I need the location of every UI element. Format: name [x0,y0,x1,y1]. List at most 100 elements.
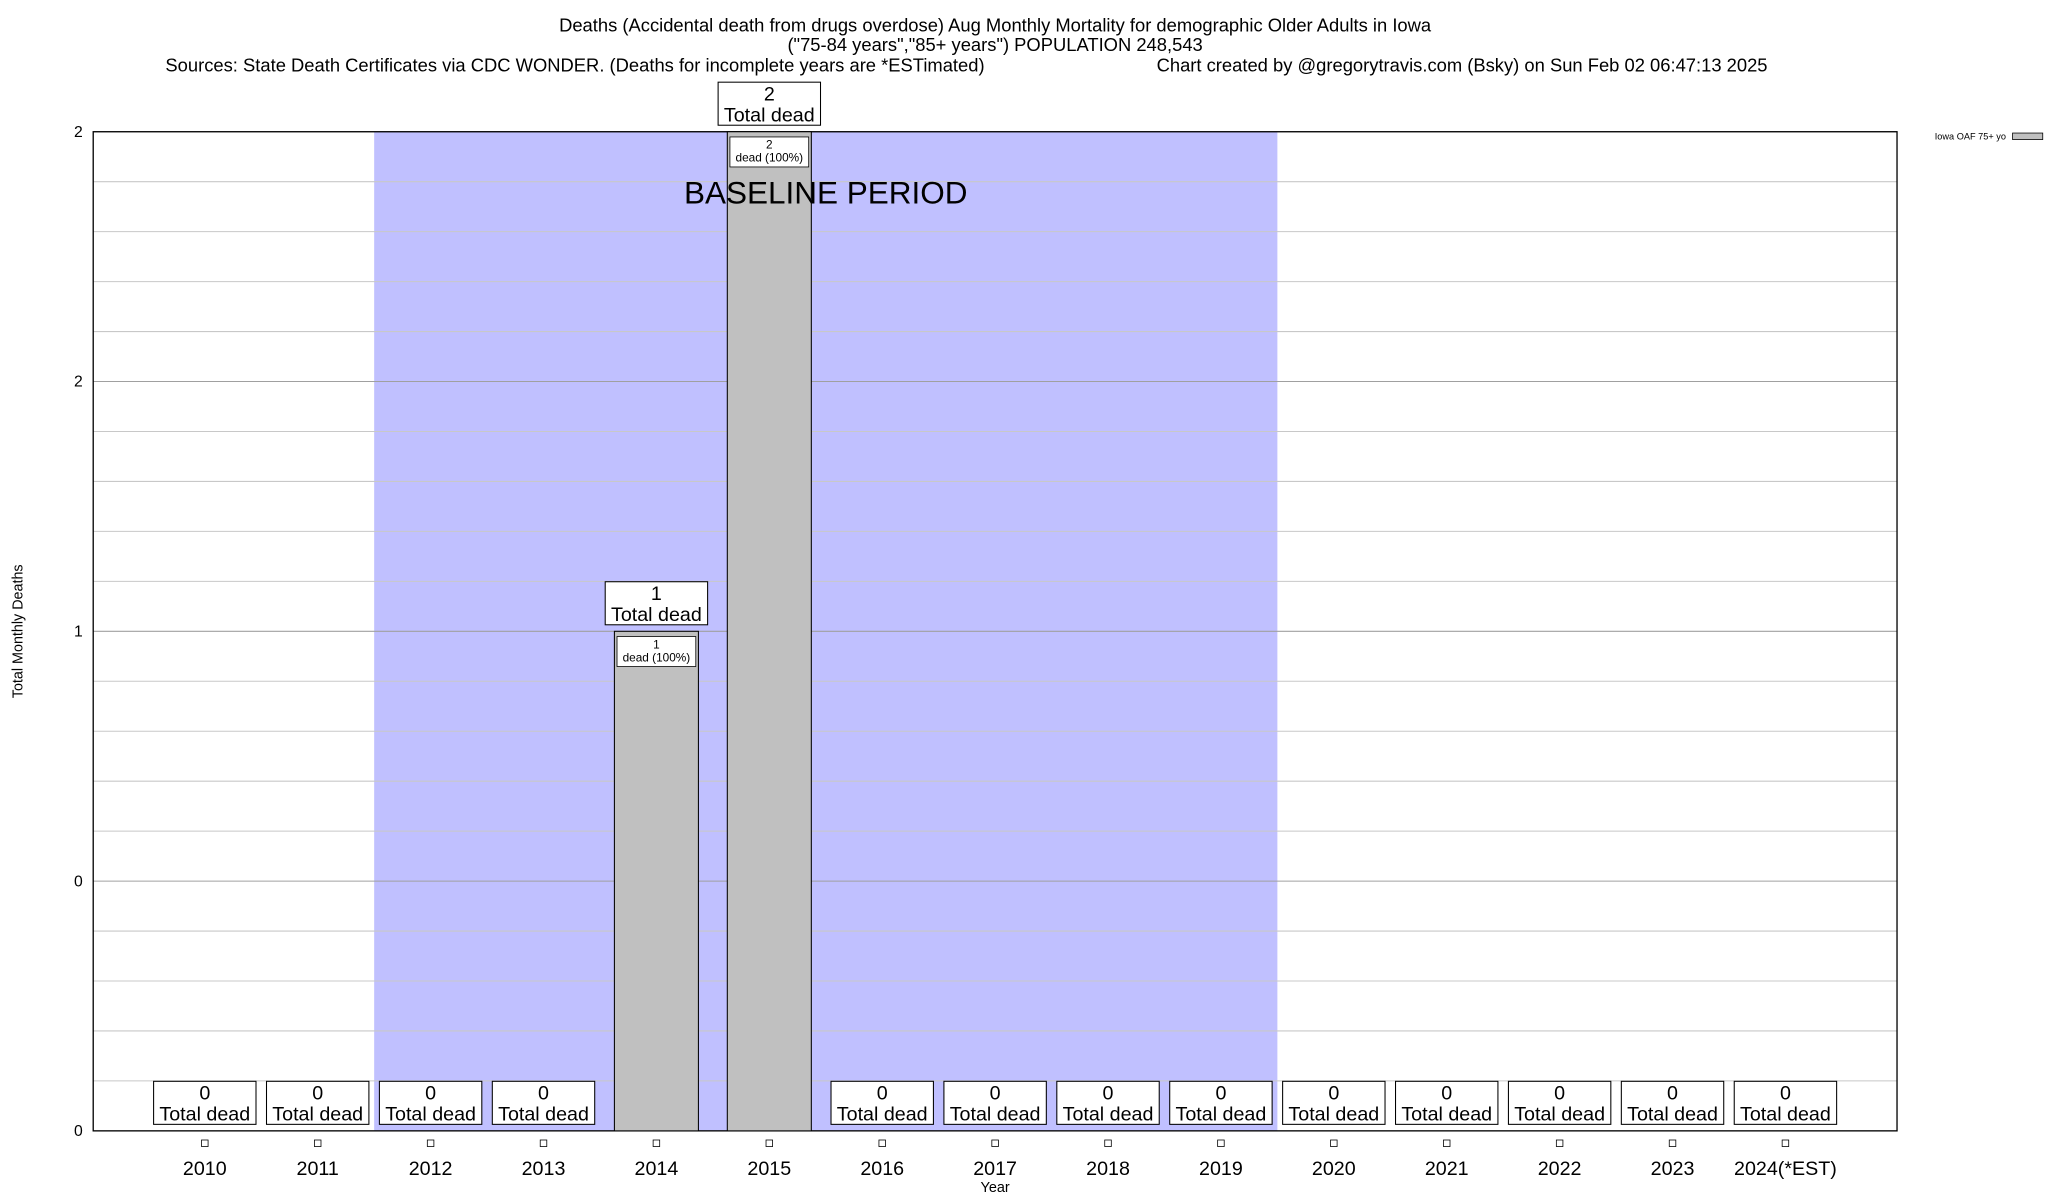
x-tick-label: 2012 [409,1158,453,1180]
credit: Chart created by @gregorytravis.com (Bsk… [1157,55,1768,76]
value-label-box [1620,1080,1725,1125]
value-label-caption: Total dead [385,1103,476,1125]
y-tick-label: 2 [74,374,83,391]
value-label-box [1733,1080,1838,1125]
y-tick-label: 0 [74,873,83,890]
x-tick-mark [1555,1139,1564,1147]
x-tick-mark [1104,1139,1112,1147]
value-label-box [265,1080,370,1125]
value-label: 2 [764,83,775,105]
x-tick-mark [1217,1139,1225,1147]
x-tick-label: 2013 [522,1158,566,1180]
inner-label: dead (100%) [736,152,804,165]
value-label-caption: Total dead [1514,1103,1605,1125]
inner-label: dead (100%) [623,651,691,664]
value-label-box [378,1080,483,1125]
value-label: 0 [990,1083,1001,1105]
value-label-box [1056,1080,1160,1125]
x-tick-mark [1330,1139,1338,1147]
x-tick-mark [878,1139,886,1147]
chart-subtitle: ("75-84 years","85+ years") POPULATION 2… [787,34,1202,55]
value-label-caption: Total dead [1288,1103,1379,1125]
value-label-caption: Total dead [498,1103,589,1125]
legend-label: Iowa OAF 75+ yo [1935,132,2006,142]
x-tick-mark [201,1139,209,1147]
x-tick-label: 2016 [860,1158,904,1180]
value-label-box [153,1080,257,1125]
x-tick-mark [1781,1139,1790,1147]
value-label: 0 [538,1083,549,1105]
value-label-box [830,1080,934,1125]
x-tick-mark [1668,1139,1677,1147]
x-tick-label: 2014 [635,1158,679,1180]
value-label-caption: Total dead [950,1103,1041,1125]
inner-label-box [729,136,810,168]
value-label-caption: Total dead [1063,1103,1154,1125]
x-tick-label: 2020 [1312,1158,1356,1180]
value-label: 0 [1554,1083,1565,1105]
x-axis-label: Year [981,1180,1010,1196]
value-label-caption: Total dead [1627,1103,1718,1125]
y-tick-label: 0 [74,1123,83,1140]
x-tick-label: 2022 [1538,1158,1582,1180]
x-tick-mark [426,1139,435,1147]
shaded-region-label: BASELINE PERIOD [684,176,968,211]
chart-title: Deaths (Accidental death from drugs over… [559,14,1432,35]
x-tick-label: 2011 [297,1158,339,1180]
value-label: 1 [651,583,662,605]
value-label-box [1169,1080,1273,1125]
x-tick-label: 2021 [1425,1158,1469,1180]
x-tick-mark [314,1139,322,1147]
grid: 0 0 1 2 2 [74,124,1898,1140]
value-label-caption: Total dead [1740,1103,1831,1125]
x-tick-label: 2023 [1651,1158,1695,1180]
x-tick-mark [539,1139,548,1147]
value-label-box [717,81,822,126]
bar [726,131,812,1132]
value-label-caption: Total dead [837,1103,928,1125]
x-tick-mark [991,1139,999,1147]
value-label: 0 [312,1083,323,1105]
value-label-box [943,1080,1047,1125]
value-label: 0 [1215,1083,1226,1105]
value-label-caption: Total dead [159,1103,250,1125]
value-label: 0 [1667,1083,1678,1105]
inner-label-box [616,636,697,667]
value-label-box [1395,1080,1499,1125]
x-tick-label: 2017 [973,1158,1017,1180]
value-label-box [604,581,709,626]
y-axis-label: Total Monthly Deaths [10,564,26,698]
legend-swatch [2012,132,2044,140]
value-label: 0 [199,1083,210,1105]
y-tick-label: 2 [74,124,83,141]
bar [613,630,699,1132]
value-label: 0 [1441,1083,1452,1105]
value-label: 0 [1328,1083,1339,1105]
value-label: 0 [425,1083,436,1105]
x-tick-label: 2010 [183,1158,227,1180]
value-label: 0 [1780,1083,1791,1105]
value-label: 0 [1103,1083,1114,1105]
x-tick-mark [765,1139,773,1147]
source: Sources: State Death Certificates via CD… [165,55,984,76]
value-label-caption: Total dead [272,1103,363,1125]
x-tick-label: 2019 [1199,1158,1243,1180]
value-label: 0 [877,1083,888,1105]
x-tick-label: 2018 [1086,1158,1130,1180]
x-tick-label: 2015 [747,1158,791,1180]
x-tick-mark [1443,1139,1451,1147]
y-tick-label: 1 [74,624,83,641]
marks [613,131,812,1132]
value-label-box [491,1080,596,1125]
value-label-box [1507,1080,1612,1125]
value-label-caption: Total dead [1176,1103,1267,1125]
value-label-caption: Total dead [611,604,702,626]
inner-value-label: 1 [653,638,660,651]
value-label-caption: Total dead [724,104,815,126]
x-tick-mark [652,1139,661,1147]
x-tick-label: 2024(*EST) [1734,1158,1837,1180]
value-label-box [1282,1080,1386,1125]
value-label-caption: Total dead [1401,1103,1492,1125]
